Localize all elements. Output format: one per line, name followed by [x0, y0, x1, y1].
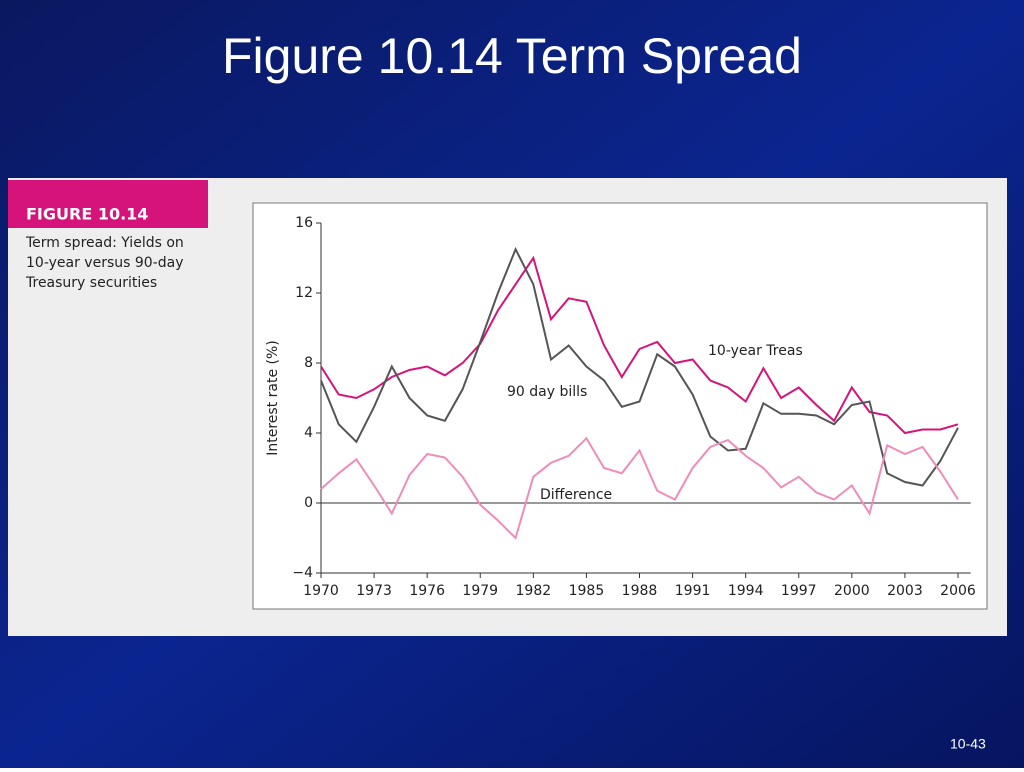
slide-title: Figure 10.14 Term Spread: [222, 28, 802, 84]
x-tick-label: 2000: [834, 583, 870, 599]
x-tick-label: 1976: [409, 583, 445, 599]
y-tick-label: 4: [304, 425, 313, 441]
x-tick-label: 1979: [462, 583, 498, 599]
slide-number: 10-43: [950, 736, 986, 752]
series-line: [320, 436, 959, 540]
x-tick-label: 1973: [356, 583, 392, 599]
y-tick-label: 16: [295, 215, 313, 231]
series-line: [320, 246, 959, 487]
x-tick-label: 1994: [728, 583, 764, 599]
x-tick-label: 2003: [887, 583, 923, 599]
caption-line: 10-year versus 90-day: [26, 255, 184, 271]
x-tick-label: 1997: [781, 583, 817, 599]
series-label: 90 day bills: [507, 384, 587, 400]
series-label: 10-year Treas: [708, 343, 803, 359]
x-tick-label: 2006: [940, 583, 976, 599]
y-axis-label: Interest rate (%): [265, 340, 281, 456]
figure-label-box: [8, 180, 208, 228]
y-tick-label: 8: [304, 355, 313, 371]
x-tick-label: 1985: [569, 583, 605, 599]
y-tick-label: 0: [304, 495, 313, 511]
chart-frame: [252, 202, 988, 610]
x-tick-label: 1970: [303, 583, 339, 599]
x-tick-label: 1988: [622, 583, 658, 599]
y-tick-label: 12: [295, 285, 313, 301]
series-line: [320, 255, 959, 435]
figure-label: FIGURE 10.14: [26, 205, 148, 224]
caption-line: Term spread: Yields on: [25, 235, 184, 251]
caption-line: Treasury securities: [25, 275, 157, 291]
series-label: Difference: [540, 487, 612, 503]
x-tick-label: 1982: [516, 583, 552, 599]
x-tick-label: 1991: [675, 583, 711, 599]
y-tick-label: −4: [292, 565, 313, 581]
